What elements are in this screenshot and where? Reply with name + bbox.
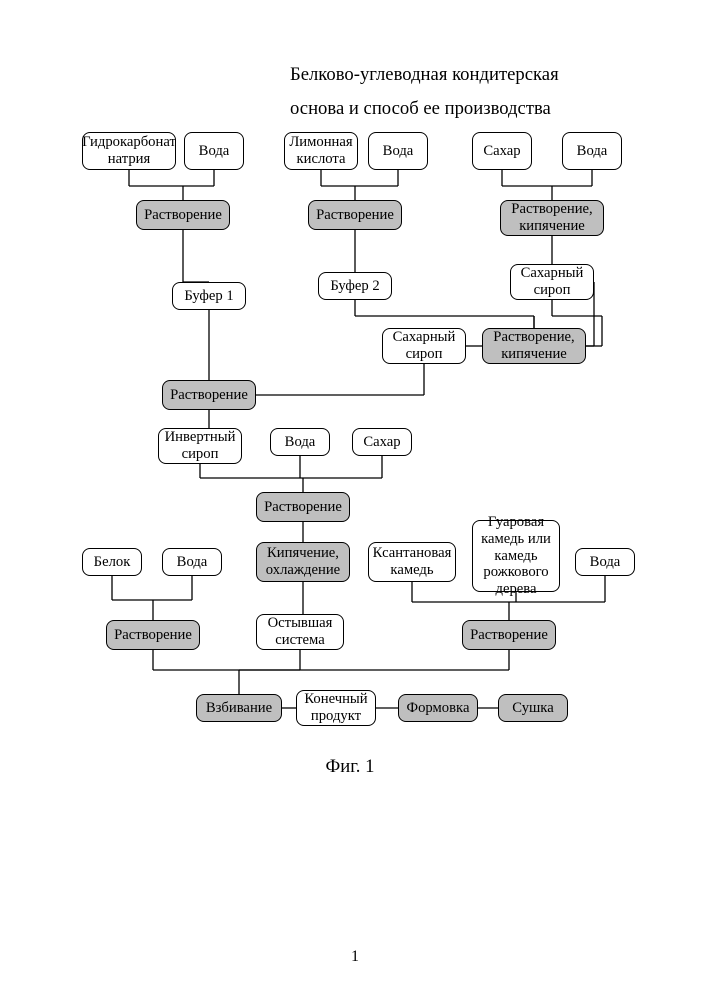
node-n_water5: Вода (162, 548, 222, 576)
node-n_water2: Вода (368, 132, 428, 170)
diagram-canvas: Белково-углеводная кондитерская основа и… (0, 0, 707, 1000)
node-n_buffer2: Буфер 2 (318, 272, 392, 300)
node-n_water6: Вода (575, 548, 635, 576)
node-n_whipping: Взбивание (196, 694, 282, 722)
node-n_dissolve_boil2: Растворение, кипячение (482, 328, 586, 364)
node-n_sugar1: Сахар (472, 132, 532, 170)
node-n_sugsyr1: Сахарный сироп (510, 264, 594, 300)
node-n_cooled: Остывшая система (256, 614, 344, 650)
node-n_dissolve6: Растворение (462, 620, 556, 650)
node-n_dissolve4: Растворение (256, 492, 350, 522)
title-line2: основа и способ ее производства (290, 98, 551, 119)
node-n_drying: Сушка (498, 694, 568, 722)
node-n_final: Конечный продукт (296, 690, 376, 726)
node-n_dissolve3: Растворение (162, 380, 256, 410)
node-n_sugsyr2: Сахарный сироп (382, 328, 466, 364)
node-n_sodiumbicarb: Гидрокарбонат натрия (82, 132, 176, 170)
caption-text: Фиг. 1 (326, 756, 375, 777)
page-number: 1 (340, 948, 370, 968)
node-n_xanthan: Ксантановая камедь (368, 542, 456, 582)
node-n_water3: Вода (562, 132, 622, 170)
page-number-text: 1 (351, 948, 359, 965)
node-n_water4: Вода (270, 428, 330, 456)
node-n_protein: Белок (82, 548, 142, 576)
node-n_dissolve5: Растворение (106, 620, 200, 650)
node-n_water1: Вода (184, 132, 244, 170)
node-n_citric: Лимонная кислота (284, 132, 358, 170)
node-n_boilcool: Кипячение, охлаждение (256, 542, 350, 582)
node-n_dissolve1: Растворение (136, 200, 230, 230)
title-line1: Белково-углеводная кондитерская (290, 64, 559, 85)
node-n_dissolve_boil: Растворение, кипячение (500, 200, 604, 236)
node-n_invsyr: Инвертный сироп (158, 428, 242, 464)
node-n_guar: Гуаровая камедь или камедь рожкового дер… (472, 520, 560, 592)
node-n_buffer1: Буфер 1 (172, 282, 246, 310)
figure-caption: Фиг. 1 (300, 756, 400, 786)
page-title: Белково-углеводная кондитерская основа и… (290, 58, 630, 128)
node-n_forming: Формовка (398, 694, 478, 722)
node-n_sugar2: Сахар (352, 428, 412, 456)
node-n_dissolve2: Растворение (308, 200, 402, 230)
